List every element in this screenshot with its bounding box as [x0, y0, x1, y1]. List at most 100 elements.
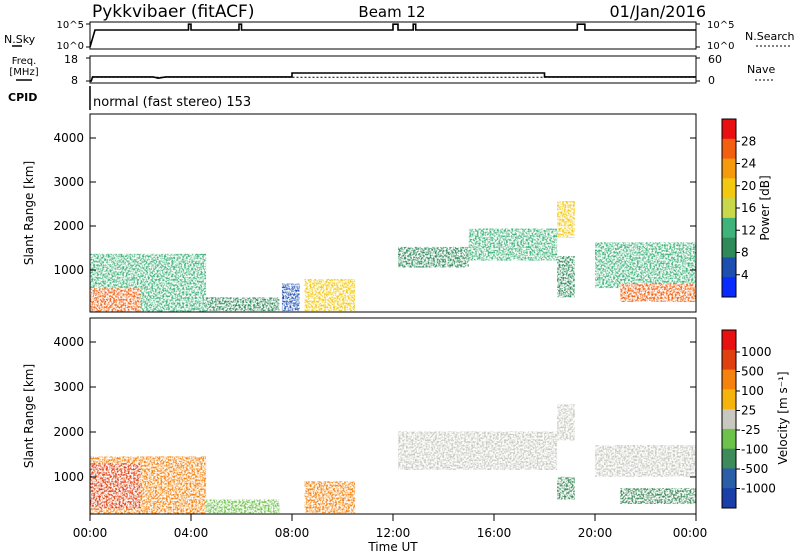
- velocity-colorbar-tick-5: -100: [741, 443, 768, 457]
- velocity-colorbar-tick-7: -1000: [741, 482, 776, 496]
- power-plot-area: [90, 201, 696, 312]
- velocity-patch-1: [90, 463, 141, 509]
- power-colorbar-cell-7: [722, 257, 736, 278]
- velocity-panel: 1000 2000 3000 4000 Slant Range [km]: [22, 317, 697, 515]
- power-colorbar: 4 8 12 16 20 24 28 Power [dB]: [721, 118, 772, 298]
- power-colorbar-tick-3: 16: [741, 201, 756, 215]
- velocity-patch-4: [398, 431, 558, 470]
- freq-panel: Freq. [MHz] 18 8 60 0 Nave: [9, 53, 775, 87]
- nsky-left-tick-bottom: 10^0: [57, 41, 84, 52]
- power-colorbar-tick-1: 8: [741, 246, 749, 260]
- freq-left-tick-top: 18: [64, 53, 78, 66]
- velocity-colorbar-tick-6: -500: [741, 462, 768, 476]
- power-ytick-4000: 4000: [53, 131, 84, 145]
- power-colorbar-cell-6: [722, 237, 736, 258]
- freq-left-tick-bottom: 8: [71, 74, 78, 87]
- xtick-1600: 16:00: [477, 526, 512, 540]
- power-colorbar-cell-2: [722, 158, 736, 179]
- xtick-1200: 12:00: [376, 526, 411, 540]
- xtick-0800: 08:00: [275, 526, 310, 540]
- xtick-2000: 20:00: [578, 526, 613, 540]
- velocity-colorbar-tick-4: -25: [741, 423, 761, 437]
- nsky-right-tick-bottom: 10^0: [707, 41, 734, 52]
- power-colorbar-cell-5: [722, 217, 736, 239]
- velocity-patch-7: [595, 445, 696, 477]
- power-patch-3: [281, 283, 300, 312]
- power-panel: 1000 2000 3000 4000 Slant Range [km]: [22, 113, 697, 313]
- power-colorbar-tick-5: 24: [741, 157, 756, 171]
- velocity-patch-6: [557, 476, 575, 500]
- station-title: Pykkvibaer (fitACF): [92, 2, 254, 22]
- power-patch-5: [398, 246, 469, 268]
- velocity-colorbar-tick-0: 1000: [741, 345, 772, 359]
- nsky-right-label: N.Search: [745, 30, 795, 43]
- velocity-patch-5: [557, 404, 575, 441]
- velocity-heatmap: [90, 404, 696, 514]
- power-patch-1: [90, 288, 141, 312]
- velocity-colorbar-cell-4: [722, 409, 736, 430]
- date-label: 01/Jan/2016: [609, 2, 706, 21]
- velocity-colorbar-cell-1: [722, 349, 736, 371]
- time-axis: 00:00 04:00 08:00 12:00 16:00 20:00 00:0…: [73, 514, 708, 554]
- power-patch-7: [557, 201, 575, 238]
- power-ytick-3000: 3000: [53, 175, 84, 189]
- velocity-colorbar-frame: [721, 329, 737, 509]
- power-patch-8: [557, 256, 575, 298]
- nsky-series-line: [89, 23, 696, 48]
- nsky-left-label: N.Sky: [4, 33, 36, 46]
- nave-label: Nave: [747, 63, 775, 76]
- cpid-text: normal (fast stereo) 153: [93, 95, 251, 110]
- power-patch-9: [595, 242, 696, 289]
- cpid-label: CPID: [8, 91, 37, 104]
- xtick-0400: 04:00: [174, 526, 209, 540]
- cpid-panel: CPID normal (fast stereo) 153: [8, 86, 251, 110]
- velocity-ytick-3000: 3000: [53, 380, 84, 394]
- x-axis-label: Time UT: [367, 540, 418, 554]
- power-colorbar-tick-2: 12: [741, 223, 756, 237]
- velocity-patch-2: [206, 499, 280, 514]
- freq-series-line: [90, 72, 696, 82]
- velocity-colorbar: 1000 500 100 25 -25 -100 -500 -1000 Velocity [m…: [721, 329, 790, 509]
- power-colorbar-tick-4: 20: [741, 179, 756, 193]
- velocity-plot-area: [90, 404, 696, 514]
- freq-label-line1: Freq.: [12, 56, 37, 67]
- xtick-2400: 00:00: [673, 526, 708, 540]
- power-frame: [89, 113, 697, 313]
- power-colorbar-cell-1: [722, 138, 736, 160]
- velocity-colorbar-cell-3: [722, 389, 736, 410]
- nsky-left-tick-top: 10^5: [57, 20, 84, 31]
- velocity-colorbar-cell-8: [722, 488, 736, 509]
- velocity-colorbar-cell-7: [722, 468, 736, 489]
- beam-label: Beam 12: [358, 3, 425, 21]
- power-patch-10: [620, 283, 696, 302]
- freq-label-line2: [MHz]: [9, 67, 38, 78]
- power-ylabel: Slant Range [km]: [22, 161, 36, 265]
- power-colorbar-cell-8: [722, 277, 736, 298]
- power-colorbar-cell-4: [722, 198, 736, 219]
- xtick-0000: 00:00: [73, 526, 108, 540]
- freq-right-tick-top: 60: [708, 53, 722, 66]
- nsky-right-tick-top: 10^5: [707, 20, 734, 31]
- velocity-colorbar-tick-1: 500: [741, 365, 764, 379]
- freq-right-tick-bottom: 0: [708, 74, 715, 87]
- power-colorbar-cell-3: [722, 178, 736, 199]
- velocity-patch-3: [304, 481, 356, 514]
- velocity-colorbar-label: Velocity [m s⁻¹]: [776, 371, 790, 464]
- velocity-patch-8: [620, 488, 696, 504]
- power-colorbar-tick-0: 4: [741, 268, 749, 282]
- velocity-ytick-1000: 1000: [53, 470, 84, 484]
- power-heatmap: [90, 201, 696, 312]
- power-patch-6: [468, 228, 558, 261]
- nsky-panel: N.Sky 10^5 10^0 10^5 10^0 N.Search: [4, 20, 795, 52]
- freq-frame: [89, 55, 697, 84]
- velocity-colorbar-cell-6: [722, 448, 736, 469]
- power-colorbar-label: Power [dB]: [758, 175, 772, 240]
- power-colorbar-cell-0: [722, 119, 736, 140]
- velocity-ytick-2000: 2000: [53, 425, 84, 439]
- velocity-colorbar-tick-2: 100: [741, 384, 764, 398]
- velocity-colorbar-cell-2: [722, 369, 736, 390]
- power-ytick-2000: 2000: [53, 219, 84, 233]
- velocity-colorbar-tick-3: 25: [741, 404, 756, 418]
- nsky-frame: [89, 21, 697, 50]
